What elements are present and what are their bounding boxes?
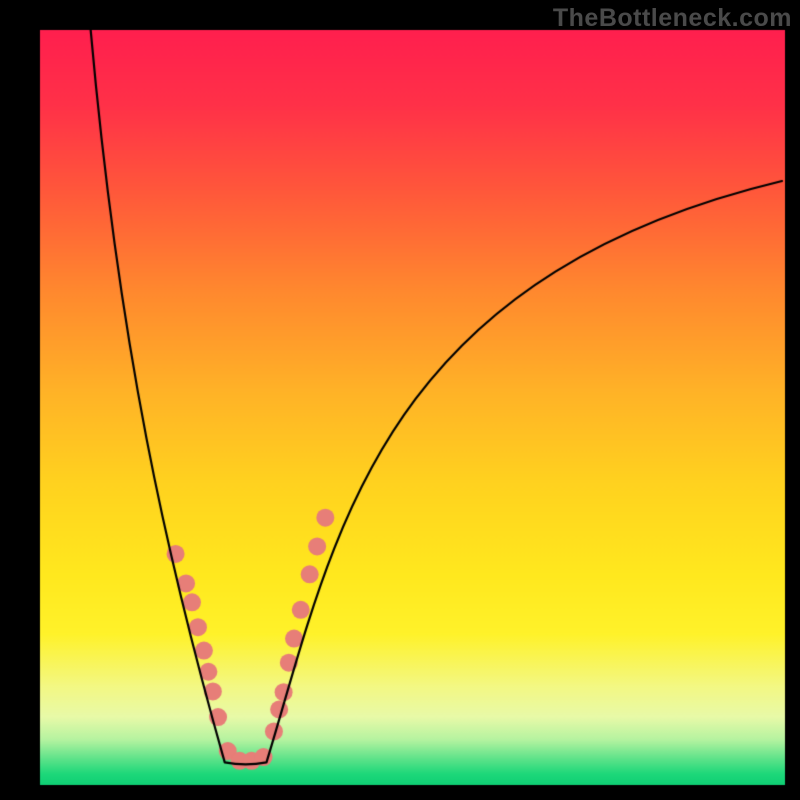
chart-container: TheBottleneck.com [0, 0, 800, 800]
bottleneck-curve-chart [0, 0, 800, 800]
